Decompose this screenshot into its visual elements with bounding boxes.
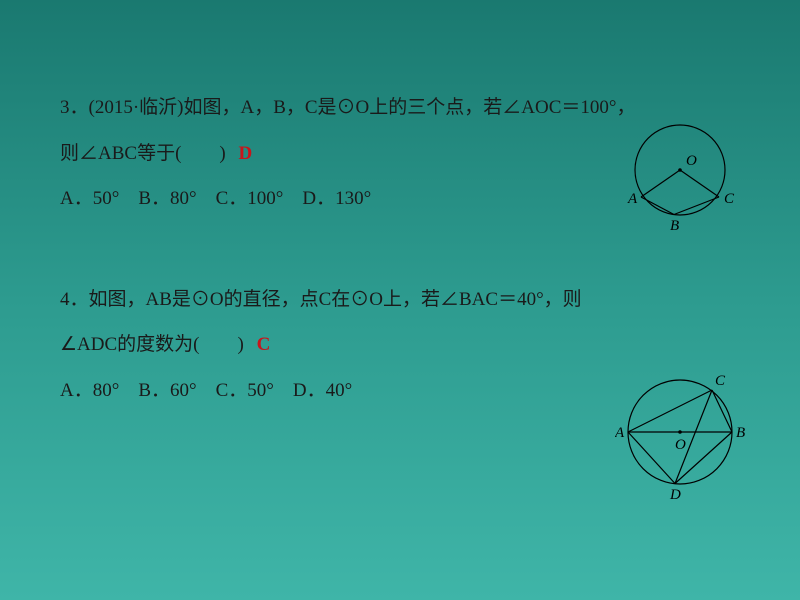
svg-text:O: O [686,153,697,169]
q4-line1: 4．如图，AB是⊙O的直径，点C在⊙O上，若∠BAC＝40°，则 [60,277,670,323]
svg-text:D: D [669,487,681,503]
svg-text:A: A [615,425,625,441]
circle-diagram-q4: O A B C D [615,367,750,507]
question-4: 4．如图，AB是⊙O的直径，点C在⊙O上，若∠BAC＝40°，则 ∠ADC的度数… [60,277,740,414]
q4-answer: C [257,334,271,355]
svg-text:C: C [715,373,726,389]
q3-line2: 则∠ABC等于( ) D [60,131,670,177]
circle-diagram-q3: O A B C [620,115,750,235]
svg-text:A: A [627,191,638,207]
q4-diagram: O A B C D [615,367,750,507]
q3-answer: D [238,143,252,164]
svg-text:B: B [736,425,745,441]
q3-text: 3．(2015·临沂)如图，A，B，C是⊙O上的三个点，若∠AOC＝100°， … [60,85,670,222]
question-3: 3．(2015·临沂)如图，A，B，C是⊙O上的三个点，若∠AOC＝100°， … [60,85,740,222]
q3-diagram: O A B C [620,115,750,235]
q3-options: A．50° B．80° C．100° D．130° [60,176,670,222]
q4-options: A．80° B．60° C．50° D．40° [60,368,670,414]
q3-line1: 3．(2015·临沂)如图，A，B，C是⊙O上的三个点，若∠AOC＝100°， [60,85,670,131]
q4-line2: ∠ADC的度数为( ) C [60,322,670,368]
svg-text:B: B [670,218,679,234]
q4-text: 4．如图，AB是⊙O的直径，点C在⊙O上，若∠BAC＝40°，则 ∠ADC的度数… [60,277,670,414]
svg-text:C: C [724,191,735,207]
svg-text:O: O [675,437,686,453]
